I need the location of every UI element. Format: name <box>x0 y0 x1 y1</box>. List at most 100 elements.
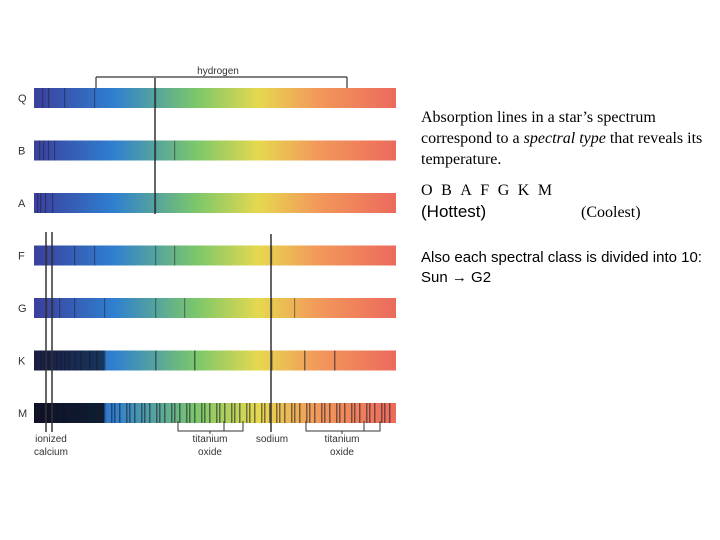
absorption-line <box>59 298 61 318</box>
spectrum-strip-Q <box>34 88 396 108</box>
hottest-label: (Hottest) <box>421 202 487 221</box>
hydrogen-label: hydrogen <box>197 66 239 77</box>
absorption-line <box>104 403 106 423</box>
spectral-type-description: Absorption lines in a star’s spectrum co… <box>421 107 711 170</box>
absorption-line <box>94 245 96 266</box>
absorption-line <box>359 403 361 423</box>
absorption-line <box>69 403 71 423</box>
absorption-line <box>80 350 82 371</box>
explanation-panel: Absorption lines in a star’s spectrum co… <box>421 107 711 288</box>
spectrum-strip-M <box>34 403 396 423</box>
absorption-line <box>324 403 326 423</box>
absorption-line <box>314 403 316 423</box>
absorption-line <box>179 403 181 423</box>
absorption-line <box>174 403 176 423</box>
absorption-line <box>294 298 296 318</box>
absorption-line <box>74 403 76 423</box>
absorption-line <box>40 193 42 213</box>
absorption-line <box>264 403 266 423</box>
titanium-oxide-right-label-line1: titanium <box>324 434 359 445</box>
absorption-line <box>186 403 188 423</box>
absorption-line <box>89 403 91 423</box>
absorption-line <box>52 193 54 213</box>
absorption-line <box>156 403 158 423</box>
spectrum-row-B: B <box>18 140 396 161</box>
class-letter-M: M <box>537 182 553 199</box>
class-letter-A: A <box>460 182 473 199</box>
coolest-label: (Coolest) <box>581 204 641 221</box>
absorption-line <box>84 403 86 423</box>
hydrogen-bracket <box>95 76 348 88</box>
absorption-line <box>40 350 42 371</box>
spectrum-row-M: M <box>18 403 396 423</box>
absorption-line <box>155 350 157 371</box>
spectral-type-term: spectral type <box>523 130 606 147</box>
absorption-line <box>141 403 143 423</box>
absorption-line <box>144 403 146 423</box>
absorption-line <box>174 140 176 161</box>
row-label-A: A <box>18 198 26 210</box>
absorption-line <box>96 403 98 423</box>
absorption-line <box>291 403 293 423</box>
absorption-line <box>36 350 38 371</box>
absorption-line <box>111 403 113 423</box>
absorption-line <box>68 350 70 371</box>
class-letter-K: K <box>517 182 530 199</box>
absorption-line <box>56 350 58 371</box>
absorption-line <box>284 403 286 423</box>
titanium-oxide-left-label-line1: titanium <box>192 434 227 445</box>
absorption-line <box>129 403 131 423</box>
absorption-line <box>381 403 383 423</box>
absorption-line <box>36 403 38 423</box>
absorption-line <box>155 298 157 318</box>
spectrum-rows: Q B A F G K M <box>18 88 396 423</box>
absorption-line <box>48 350 50 371</box>
absorption-line <box>94 88 96 108</box>
absorption-line <box>134 403 136 423</box>
absorption-line <box>351 403 353 423</box>
absorption-line <box>374 403 376 423</box>
absorption-line <box>309 403 311 423</box>
absorption-line <box>294 403 296 423</box>
description-text-1: Absorption lines in a star’s spectrum co… <box>421 109 656 147</box>
spectrum-strip-G <box>34 298 396 318</box>
temperature-range: (Hottest) (Coolest) <box>421 202 711 224</box>
absorption-line <box>384 403 386 423</box>
spectrum-strip-A <box>34 193 396 213</box>
absorption-line <box>249 403 251 423</box>
titanium-oxide-bracket-left <box>177 421 244 434</box>
absorption-line <box>45 193 47 213</box>
absorption-line <box>389 403 391 423</box>
absorption-line <box>194 403 196 423</box>
absorption-line <box>39 403 41 423</box>
absorption-line <box>366 403 368 423</box>
row-label-Q: Q <box>18 93 27 105</box>
subdivision-note: Also each spectral class is divided into… <box>421 249 702 286</box>
absorption-line <box>171 403 173 423</box>
absorption-line <box>329 403 331 423</box>
absorption-line <box>54 140 56 161</box>
absorption-line <box>44 403 46 423</box>
absorption-line <box>261 403 263 423</box>
class-letter-G: G <box>497 182 510 199</box>
absorption-line <box>44 350 46 371</box>
absorption-line <box>74 298 76 318</box>
absorption-line <box>59 403 61 423</box>
description-text-2: that reveals its temperature. <box>421 130 703 168</box>
absorption-line <box>48 88 50 108</box>
absorption-line <box>164 403 166 423</box>
titanium-oxide-bracket-right <box>305 421 381 434</box>
absorption-line <box>74 350 76 371</box>
absorption-line <box>269 403 271 423</box>
absorption-line <box>64 350 66 371</box>
absorption-line <box>89 350 91 371</box>
row-label-F: F <box>18 251 25 263</box>
absorption-line <box>96 350 98 371</box>
absorption-line <box>224 403 226 423</box>
ionized-calcium-label-line2: calcium <box>34 447 68 458</box>
absorption-line <box>304 350 306 371</box>
row-label-K: K <box>18 356 26 368</box>
absorption-line <box>114 403 116 423</box>
spectrum-strip-B <box>34 140 396 161</box>
